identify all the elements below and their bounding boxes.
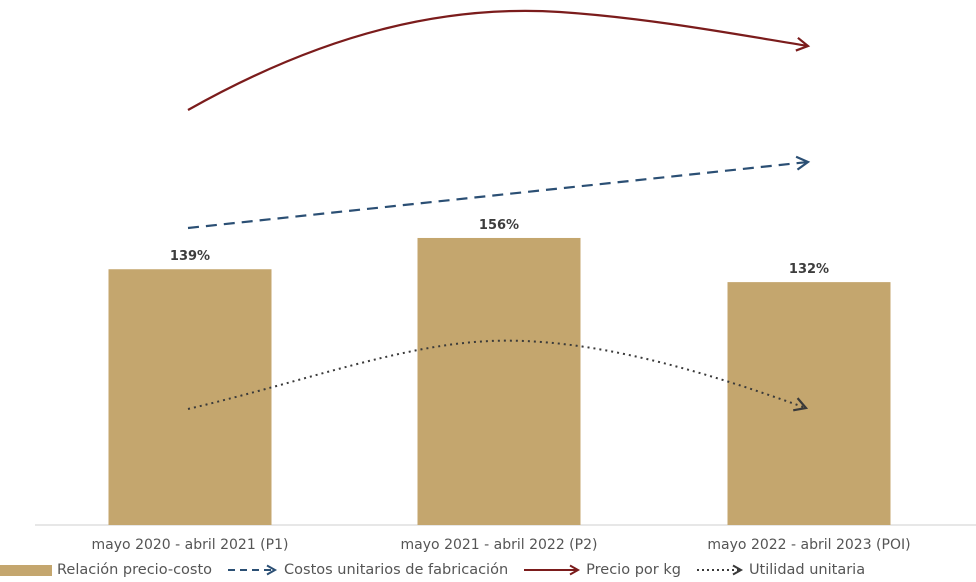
- series-precio-por-kg-arrowhead: [795, 36, 811, 52]
- x-tick-label-1: mayo 2020 - abril 2021 (P1): [92, 537, 289, 553]
- legend-label-utilidad: Utilidad unitaria: [748, 562, 866, 578]
- bars-group: 139% 156% 132%: [108, 218, 891, 525]
- legend-label-costos: Costos unitarios de fabricación: [284, 562, 509, 578]
- legend: Relación precio-costo Costos unitarios d…: [0, 558, 976, 582]
- bar-value-label-1: 139%: [170, 249, 210, 264]
- bar-value-label-3: 132%: [789, 262, 829, 277]
- series-utilidad-arrowhead: [793, 397, 809, 412]
- legend-item-costos: Costos unitarios de fabricación: [226, 562, 508, 578]
- bar-1: [108, 269, 272, 525]
- series-precio-por-kg-line: [187, 9, 809, 111]
- bar-value-label-2: 156%: [479, 218, 519, 233]
- legend-label-precio: Precio por kg: [586, 562, 681, 578]
- legend-label-relacion: Relación precio-costo: [57, 562, 213, 578]
- legend-swatch-dashed-arrow: [228, 564, 278, 576]
- trend-lines-group: [187, 9, 811, 412]
- legend-item-relacion: Relación precio-costo: [0, 562, 212, 578]
- bar-3: [727, 282, 891, 525]
- x-tick-label-3: mayo 2022 - abril 2023 (POI): [707, 537, 910, 553]
- series-costos-arrowhead: [795, 155, 811, 171]
- chart-area: 139% 156% 132% mayo 2020 - abril 2021 (P1)…: [35, 9, 976, 553]
- legend-swatch-dotted-arrow: [696, 564, 743, 576]
- legend-item-utilidad: Utilidad unitaria: [695, 562, 865, 578]
- legend-item-precio: Precio por kg: [522, 562, 681, 578]
- legend-swatch-bar: [0, 564, 52, 576]
- bar-2: [417, 237, 581, 525]
- x-tick-labels: mayo 2020 - abril 2021 (P1) mayo 2021 - a…: [92, 537, 911, 553]
- legend-swatch-solid-arrow: [524, 564, 581, 576]
- x-tick-label-2: mayo 2021 - abril 2022 (P2): [401, 537, 598, 553]
- series-costos-line: [187, 160, 809, 230]
